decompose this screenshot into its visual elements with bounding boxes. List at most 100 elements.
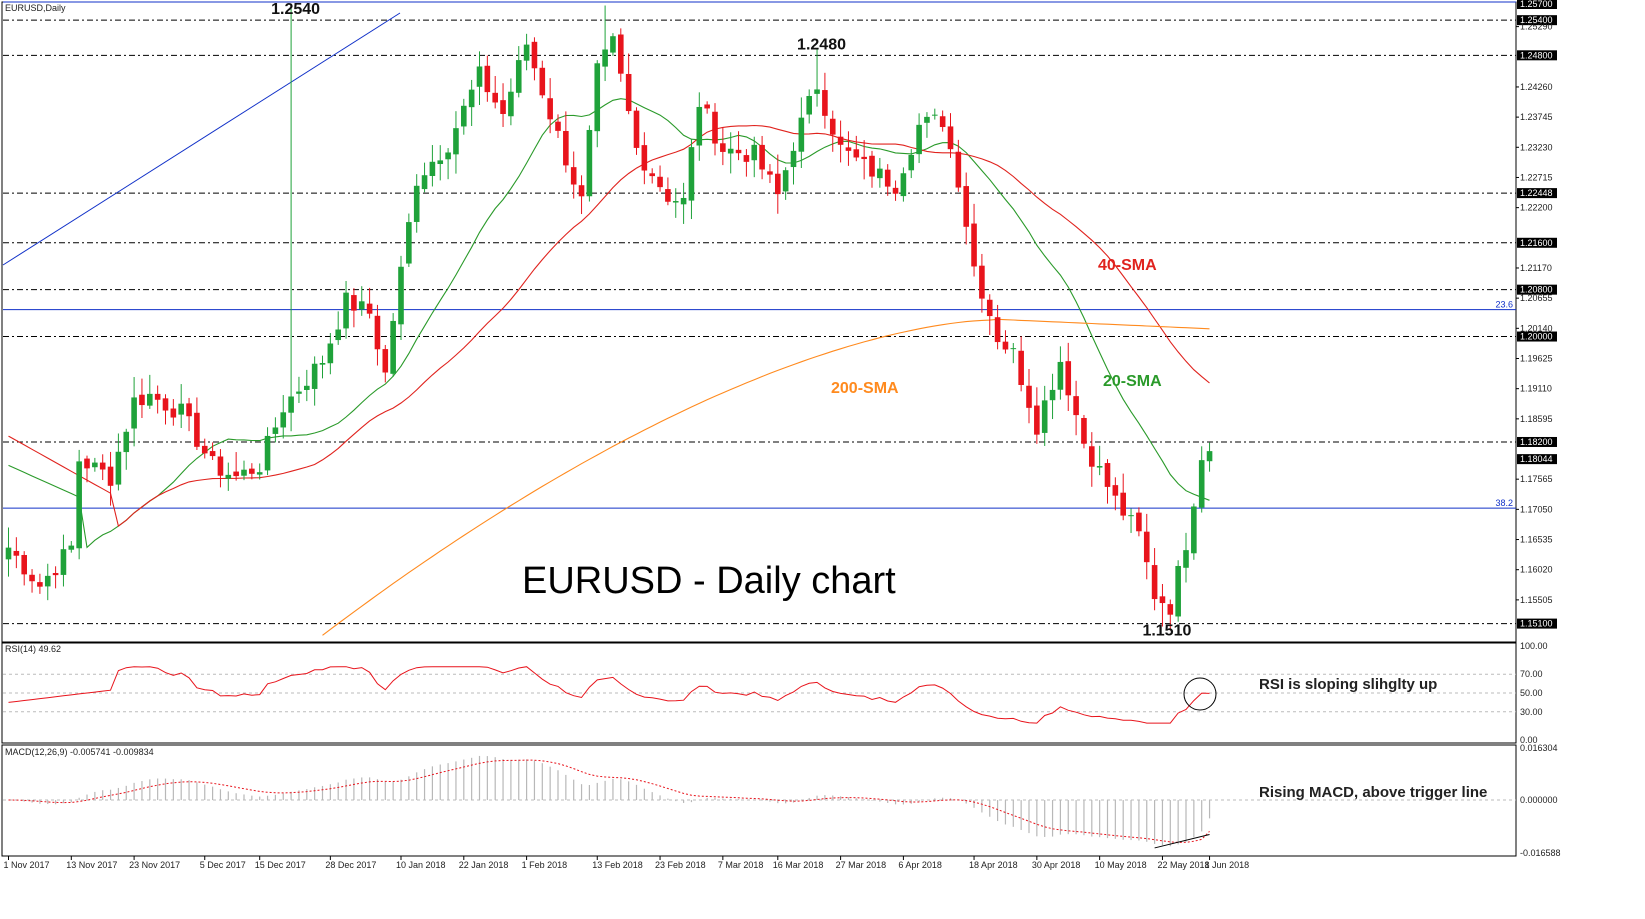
rsi-tick-label: 50.00: [1520, 688, 1543, 698]
macd-annotation: Rising MACD, above trigger line: [1259, 784, 1487, 801]
date-axis: 1 Nov 2017 13 Nov 2017 23 Nov 2017 5 Dec 20…: [4, 856, 1250, 870]
level-tag: [1517, 188, 1557, 199]
candle-bullish: [814, 89, 820, 94]
candle-bearish: [720, 143, 726, 152]
candle-bearish: [154, 393, 161, 400]
candle-bearish: [829, 118, 836, 135]
date-tick-label: 23 Nov 2017: [129, 860, 180, 870]
candle-bullish: [311, 363, 318, 389]
candle-bearish: [217, 456, 224, 476]
candle-bearish: [547, 98, 553, 120]
candle-bullish: [304, 385, 310, 390]
candle-bearish: [249, 468, 255, 474]
candle-bearish: [986, 299, 993, 317]
current-price-label: 1.18044: [1520, 454, 1553, 464]
price-tick-label: 1.19625: [1520, 353, 1553, 363]
candle-bearish: [1065, 361, 1072, 396]
date-tick-label: 1 Feb 2018: [522, 860, 568, 870]
candle-bearish: [186, 403, 192, 417]
candle-bullish: [429, 161, 436, 176]
candle-bullish: [115, 451, 122, 485]
candle-bullish: [1183, 550, 1189, 568]
candle-bullish: [586, 129, 593, 197]
candle-bearish: [539, 67, 546, 96]
price-tick-label: 1.17050: [1520, 504, 1553, 514]
candle-bearish: [1143, 531, 1150, 563]
price-tick-label: 1.23745: [1520, 112, 1553, 122]
candle-bearish: [170, 408, 177, 418]
level-tag-label: 1.25400: [1520, 15, 1553, 25]
candle-bearish: [570, 167, 577, 185]
candle-bearish: [712, 111, 718, 144]
date-tick-label: 22 Jan 2018: [459, 860, 509, 870]
candle-bullish: [790, 150, 797, 168]
candle-bullish: [602, 49, 608, 67]
candle-bearish: [37, 582, 43, 587]
candle-bullish: [327, 343, 334, 364]
macd-panel: 0.016304 0.000000 -0.016588: [3, 743, 1561, 858]
level-tag: [1517, 618, 1557, 629]
price-tick-label: 1.23230: [1520, 142, 1553, 152]
rsi-tick-label: 100.00: [1520, 641, 1548, 651]
candle-bullish: [413, 185, 420, 222]
candle-bullish: [147, 393, 153, 406]
candle-bearish: [743, 155, 750, 162]
candle-bullish: [225, 474, 232, 479]
candle-bearish: [107, 466, 114, 486]
price-panel-frame: [1, 1, 1517, 643]
date-tick-label: 27 Mar 2018: [836, 860, 887, 870]
candle-bullish: [610, 36, 616, 53]
candle-bearish: [775, 173, 781, 195]
candle-bearish: [382, 349, 389, 373]
candle-bullish: [123, 431, 130, 453]
candle-bearish: [1081, 417, 1087, 444]
candle-bearish: [84, 458, 90, 469]
price-tick-label: 1.16535: [1520, 535, 1553, 545]
candle-bullish: [688, 147, 695, 201]
date-tick-label: 18 Apr 2018: [969, 860, 1018, 870]
candle-bearish: [884, 169, 891, 187]
candle-bearish: [704, 104, 710, 109]
price-tick-label: 1.22715: [1520, 172, 1553, 182]
macd-trendline: [1154, 834, 1210, 849]
date-tick-label: 7 Mar 2018: [718, 860, 764, 870]
price-tick-label: 1.20655: [1520, 293, 1553, 303]
date-tick-label: 10 Jan 2018: [396, 860, 446, 870]
candle-bullish: [437, 160, 444, 165]
level-tag-label: 1.21600: [1520, 238, 1553, 248]
candle-bearish: [869, 155, 875, 177]
candle-bearish: [963, 186, 969, 227]
candle-bearish: [1018, 350, 1024, 385]
candle-bullish: [92, 462, 98, 468]
candle-bullish: [1128, 515, 1134, 517]
date-tick-label: 16 Mar 2018: [773, 860, 824, 870]
sma200-label: 200-SMA: [831, 380, 899, 397]
candle-bearish: [1002, 341, 1009, 350]
candle-bullish: [453, 128, 459, 155]
candle-bearish: [162, 398, 169, 411]
fib-label: 0.0: [1500, 0, 1513, 2]
price-tick-label: 1.16020: [1520, 565, 1553, 575]
candle-bearish: [979, 265, 985, 299]
candle-bearish: [484, 65, 491, 93]
level-tag: [1517, 15, 1557, 26]
candle-bullish: [515, 60, 522, 93]
candle-bearish: [994, 317, 1001, 343]
candle-bullish: [908, 154, 915, 171]
price-grid: [3, 19, 1516, 625]
price-axis: 1.25400 1.24800 1.22448 1.21600 1.20800 1.200…: [1516, 0, 1557, 629]
candle-bullish: [131, 397, 137, 429]
date-tick-label: 1 Jun 2018: [1205, 860, 1250, 870]
rsi-panel: 100.00 70.00 50.00 30.00 0.00: [3, 641, 1548, 745]
candle-bearish: [625, 73, 632, 112]
candle-bullish: [241, 469, 247, 476]
candle-bearish: [21, 555, 27, 575]
level-tag: [1517, 331, 1557, 342]
rsi-tick-label: 30.00: [1520, 707, 1543, 717]
candle-bearish: [29, 574, 35, 582]
candle-bullish: [523, 44, 530, 61]
candle-bullish: [877, 168, 883, 179]
candle-bullish: [798, 117, 805, 152]
date-tick-label: 15 Dec 2017: [255, 860, 306, 870]
fibonacci-lines: 0.0 23.6 38.2: [3, 0, 1516, 509]
